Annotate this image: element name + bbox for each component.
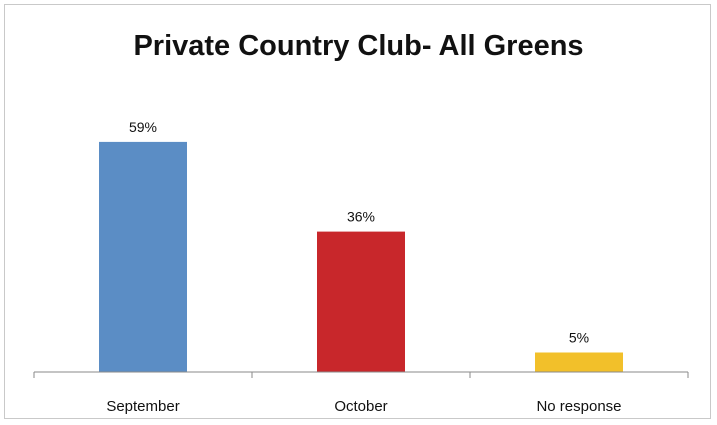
bar-october: [317, 231, 405, 372]
bars-layer: [99, 141, 623, 372]
x-tick-label: September: [106, 398, 179, 415]
x-axis: [33, 371, 689, 378]
chart-title: Private Country Club- All Greens: [133, 30, 584, 62]
bar-no-response: [535, 352, 623, 372]
x-tick-label: October: [334, 398, 387, 415]
data-label: 59%: [129, 119, 157, 135]
data-label: 36%: [347, 209, 375, 225]
bar-september: [99, 141, 187, 372]
x-tick-label: No response: [536, 398, 621, 415]
data-label: 5%: [569, 330, 589, 346]
labels-layer: 59% September 36% October 5% No response: [106, 119, 621, 415]
